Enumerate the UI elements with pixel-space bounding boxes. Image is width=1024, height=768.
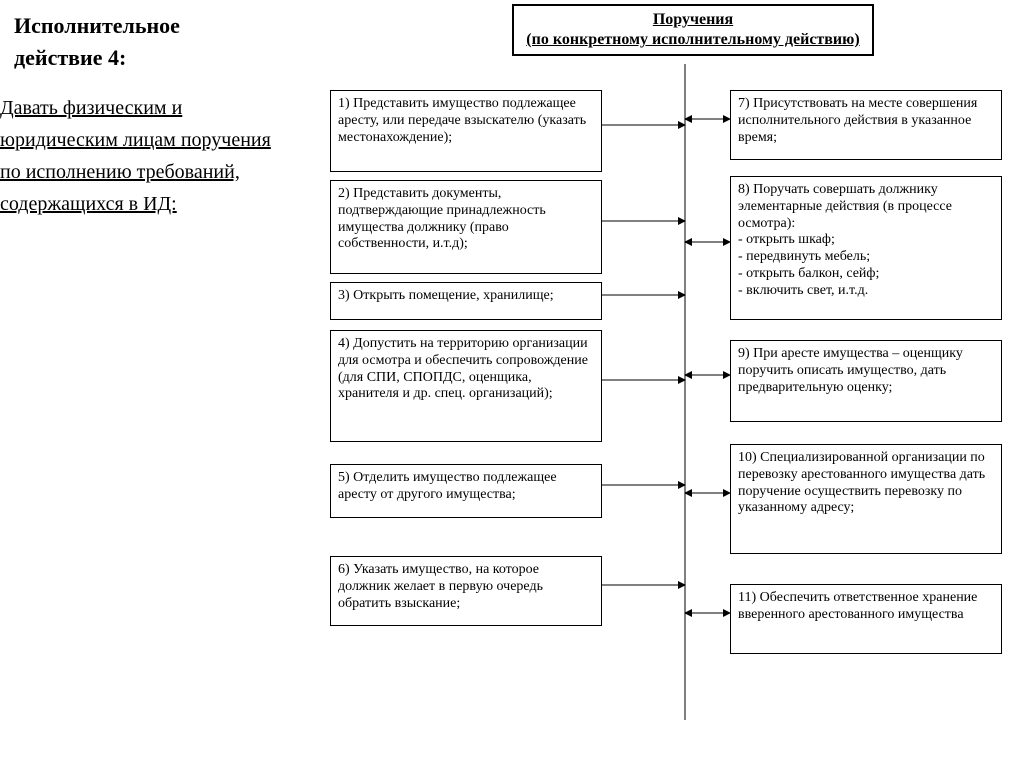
action-description: Давать физическим и юридическим лицам по… — [0, 92, 280, 220]
root-line1: Поручения — [520, 10, 866, 30]
title-line1: Исполнительное — [14, 13, 180, 38]
root-node: Поручения (по конкретному исполнительном… — [512, 4, 874, 56]
left-item-3: 3) Открыть помещение, хранилище; — [330, 282, 602, 320]
right-item-2: 8) Поручать совершать должнику элементар… — [730, 176, 1002, 320]
action-title: Исполнительное действие 4: — [14, 10, 264, 74]
root-line2: (по конкретному исполнительному действию… — [520, 30, 866, 50]
left-item-1: 1) Представить имущество подлежащее арес… — [330, 90, 602, 172]
title-line2: действие 4: — [14, 45, 126, 70]
right-item-4: 10) Специализированной организации по пе… — [730, 444, 1002, 554]
right-item-1: 7) Присутствовать на месте совершения ис… — [730, 90, 1002, 160]
left-item-2: 2) Представить документы, подтверждающие… — [330, 180, 602, 274]
right-item-3: 9) При аресте имущества – оценщику поруч… — [730, 340, 1002, 422]
right-item-5: 11) Обеспечить ответственное хранение вв… — [730, 584, 1002, 654]
left-item-5: 5) Отделить имущество подлежащее аресту … — [330, 464, 602, 518]
left-item-4: 4) Допустить на территорию организации д… — [330, 330, 602, 442]
left-item-6: 6) Указать имущество, на которое должник… — [330, 556, 602, 626]
